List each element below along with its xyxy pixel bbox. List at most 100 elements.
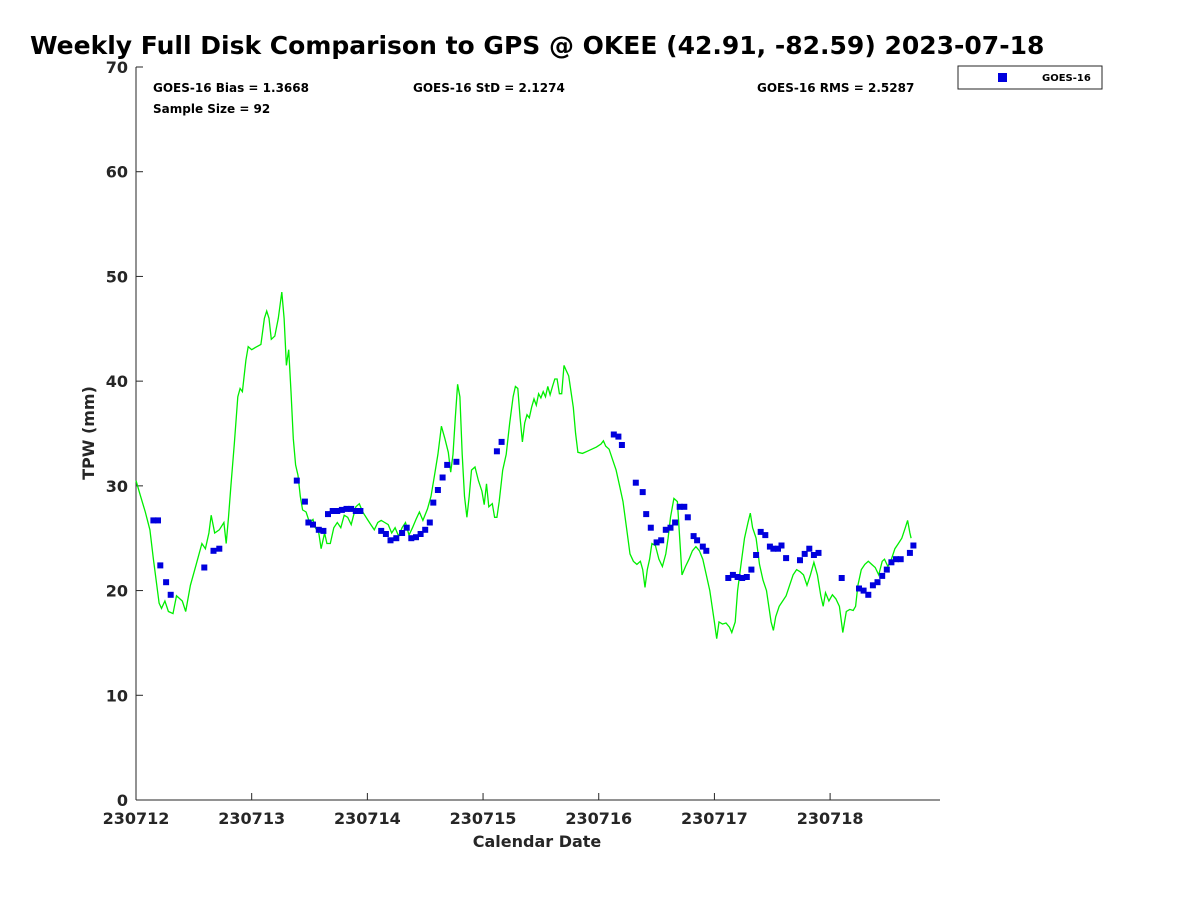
goes16-data-point xyxy=(699,543,706,550)
goes16-data-point xyxy=(632,479,639,486)
goes16-data-point xyxy=(643,511,650,518)
goes16-data-point xyxy=(766,543,773,550)
goes16-data-point xyxy=(888,559,895,566)
y-axis-label: TPW (mm) xyxy=(79,386,98,480)
rms-annotation: GOES-16 RMS = 2.5287 xyxy=(757,81,914,95)
goes16-data-point xyxy=(662,526,669,533)
goes16-data-point xyxy=(150,517,157,524)
goes16-data-point xyxy=(865,591,872,598)
goes16-data-point xyxy=(757,528,764,535)
goes16-data-point xyxy=(426,519,433,526)
goes16-data-point xyxy=(417,531,424,537)
x-tick-label: 230714 xyxy=(334,809,401,828)
goes16-data-point xyxy=(382,531,389,537)
x-axis-ticks: 230712 230713 230714 230715 230716 230717 2307… xyxy=(103,793,864,828)
goes16-data-point xyxy=(658,537,665,544)
goes16-data-point xyxy=(320,527,327,534)
y-tick-label: 30 xyxy=(106,477,128,496)
goes16-data-point xyxy=(493,448,500,455)
gps-series-line xyxy=(135,292,912,639)
goes16-data-point xyxy=(856,585,862,592)
chart-title: Weekly Full Disk Comparison to GPS @ OKE… xyxy=(30,31,1044,60)
y-axis-ticks: 0 10 20 30 40 50 60 70 xyxy=(106,58,143,810)
goes16-data-point xyxy=(681,503,688,510)
goes16-data-point xyxy=(797,557,803,564)
goes16-data-point xyxy=(703,547,710,554)
goes16-data-point xyxy=(610,431,617,438)
x-tick-label: 230715 xyxy=(450,809,517,828)
goes16-data-point xyxy=(647,524,654,531)
goes16-data-point xyxy=(615,433,622,440)
goes16-data-point xyxy=(378,527,385,534)
goes16-data-point xyxy=(408,535,415,542)
goes16-data-point xyxy=(393,535,400,542)
goes16-data-point xyxy=(422,526,429,533)
goes16-data-point xyxy=(775,545,781,552)
y-tick-label: 60 xyxy=(106,163,128,182)
y-tick-label: 10 xyxy=(106,686,128,705)
goes16-data-point xyxy=(653,539,660,546)
goes16-data-point xyxy=(403,524,410,531)
goes16-data-point xyxy=(315,526,322,533)
goes16-data-point xyxy=(167,591,174,598)
goes16-data-point xyxy=(618,442,625,448)
goes16-data-point xyxy=(770,545,777,552)
goes16-data-point xyxy=(869,582,876,589)
goes16-data-point xyxy=(893,556,899,563)
sample-size-annotation: Sample Size = 92 xyxy=(153,102,270,116)
x-tick-label: 230712 xyxy=(103,809,170,828)
goes16-data-point xyxy=(334,508,341,514)
goes16-data-point xyxy=(430,499,437,506)
goes16-data-point xyxy=(498,438,505,445)
goes16-data-point xyxy=(783,555,790,562)
goes16-data-point xyxy=(348,505,355,512)
legend-box xyxy=(957,65,1103,90)
x-tick-label: 230717 xyxy=(681,809,748,828)
goes16-data-point xyxy=(293,477,300,484)
goes16-data-point xyxy=(667,524,674,531)
x-tick-label: 230716 xyxy=(565,809,632,828)
goes16-data-point xyxy=(910,542,917,549)
goes16-data-point xyxy=(874,579,881,586)
goes16-data-point xyxy=(729,571,736,578)
goes16-data-point xyxy=(906,549,913,556)
x-axis-label: Calendar Date xyxy=(473,832,602,851)
goes16-data-point xyxy=(672,519,679,526)
goes16-data-point xyxy=(163,579,170,586)
goes16-data-point xyxy=(305,519,312,526)
goes16-data-point xyxy=(444,461,451,468)
goes16-data-point xyxy=(210,547,217,554)
goes16-data-point xyxy=(801,550,808,557)
goes16-data-point xyxy=(157,562,164,569)
goes16-data-point xyxy=(684,514,691,521)
goes16-data-point xyxy=(352,508,359,514)
goes16-data-point xyxy=(778,542,785,549)
legend-label-goes16: GOES-16 xyxy=(1042,73,1091,84)
goes16-data-point xyxy=(883,566,890,573)
goes16-data-point xyxy=(387,537,394,544)
y-tick-label: 40 xyxy=(106,372,128,391)
goes16-data-point xyxy=(338,506,345,513)
goes16-data-point xyxy=(413,534,419,541)
goes16-data-point xyxy=(216,545,223,552)
goes16-data-point xyxy=(897,556,904,563)
goes16-data-point xyxy=(860,587,867,594)
goes16-data-point xyxy=(453,458,460,465)
goes16-data-point xyxy=(762,532,769,539)
goes16-data-point xyxy=(879,572,886,579)
goes16-data-point xyxy=(301,498,308,505)
goes16-data-point xyxy=(639,489,646,496)
goes16-data-point xyxy=(743,574,750,580)
goes16-data-point xyxy=(725,575,732,581)
goes16-series-markers xyxy=(150,431,917,598)
goes16-data-point xyxy=(690,533,697,540)
goes16-data-point xyxy=(329,508,336,514)
goes16-data-point xyxy=(676,503,683,510)
goes16-data-point xyxy=(325,511,331,518)
goes16-data-point xyxy=(155,517,161,524)
x-tick-label: 230718 xyxy=(797,809,864,828)
goes16-data-point xyxy=(343,505,350,512)
goes16-data-point xyxy=(201,564,208,571)
goes16-data-point xyxy=(694,537,701,544)
